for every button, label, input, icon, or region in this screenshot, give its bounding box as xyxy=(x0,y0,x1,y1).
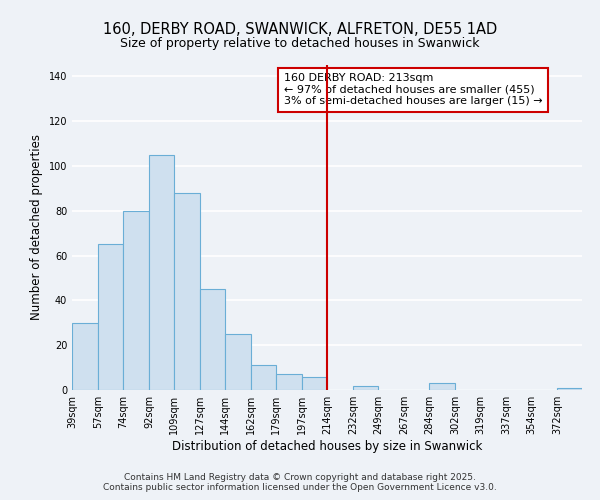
Bar xyxy=(200,289,225,390)
Bar xyxy=(123,210,149,390)
Bar xyxy=(149,154,174,390)
Bar xyxy=(557,388,582,390)
Text: Size of property relative to detached houses in Swanwick: Size of property relative to detached ho… xyxy=(120,38,480,51)
Text: 160 DERBY ROAD: 213sqm
← 97% of detached houses are smaller (455)
3% of semi-det: 160 DERBY ROAD: 213sqm ← 97% of detached… xyxy=(284,73,542,106)
Bar xyxy=(251,366,276,390)
Bar xyxy=(276,374,302,390)
Bar xyxy=(72,323,98,390)
Bar xyxy=(302,376,327,390)
Bar xyxy=(429,384,455,390)
Bar xyxy=(98,244,123,390)
Bar xyxy=(225,334,251,390)
Bar xyxy=(353,386,378,390)
Y-axis label: Number of detached properties: Number of detached properties xyxy=(30,134,43,320)
X-axis label: Distribution of detached houses by size in Swanwick: Distribution of detached houses by size … xyxy=(172,440,482,453)
Text: Contains HM Land Registry data © Crown copyright and database right 2025.
Contai: Contains HM Land Registry data © Crown c… xyxy=(103,473,497,492)
Text: 160, DERBY ROAD, SWANWICK, ALFRETON, DE55 1AD: 160, DERBY ROAD, SWANWICK, ALFRETON, DE5… xyxy=(103,22,497,38)
Bar xyxy=(174,193,200,390)
